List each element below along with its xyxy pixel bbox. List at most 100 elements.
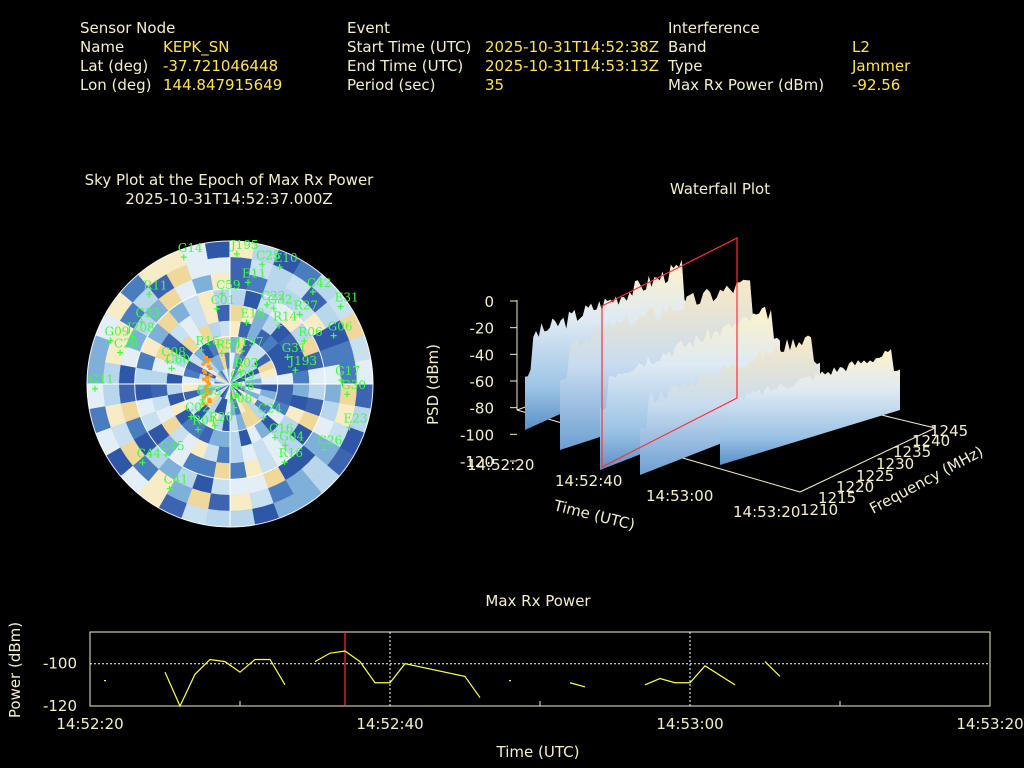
skyplot-cell [86, 383, 106, 410]
z-tick-label: 0 [484, 293, 494, 311]
jammer-point [204, 393, 209, 397]
satellite-E11: E11 [242, 266, 266, 286]
satellite-marker [260, 414, 267, 421]
satellite-marker [233, 392, 240, 399]
satellite-label: R14 [273, 310, 298, 324]
satellite-marker [188, 413, 195, 420]
waterfall-zlabel: PSD (dBm) [424, 344, 442, 425]
satellite-C20: C20 [114, 336, 138, 356]
satellite-G06: G06 [328, 320, 353, 339]
sensor-lon-value: 144.847915649 [163, 76, 283, 94]
z-tick-label: -100 [460, 426, 494, 444]
satellite-R06: R06 [298, 325, 323, 345]
sensor-name-value: KEPK_SN [163, 38, 230, 56]
satellite-C60: C60 [166, 352, 190, 372]
satellite-marker [243, 319, 250, 326]
skyplot-heatmap [86, 240, 374, 528]
jammer-point [203, 371, 208, 375]
jammer-point [203, 386, 208, 390]
maxpower-grid [90, 632, 990, 706]
satellite-label: G11 [89, 373, 114, 387]
satellite-C33: C33 [135, 306, 160, 326]
skyplot-cell [207, 256, 231, 275]
satellite-label: R16 [195, 334, 219, 348]
satellite-label: G03 [196, 384, 221, 398]
waterfall-surface [525, 259, 900, 475]
satellite-R14: R14 [273, 310, 298, 329]
satellite-G32: G32 [268, 292, 293, 312]
skyplot-cell [229, 446, 245, 464]
satellite-label: R20 [209, 410, 233, 424]
satellite-label: R04 [192, 414, 217, 428]
event-end-label: End Time (UTC) [347, 57, 464, 75]
satellite-label: C22 [261, 289, 285, 303]
skyplot-cell [229, 508, 256, 528]
satellite-label: R08 [230, 379, 254, 393]
satellite-label: J195 [229, 238, 259, 252]
z-tick-label: -80 [470, 400, 495, 418]
z-tick-label: -60 [470, 373, 495, 391]
satellite-label: C08 [161, 345, 185, 359]
interference-power-label: Max Rx Power (dBm) [668, 76, 825, 94]
interference-band-value: L2 [852, 38, 870, 56]
skyplot-grid [86, 240, 374, 528]
maxpower-y-tick-label: -120 [43, 697, 77, 715]
satellite-label: J197 [234, 335, 264, 349]
satellite-C02: C02 [185, 401, 210, 420]
satellite-E23: E23 [343, 411, 367, 431]
freq-tick-label: 1225 [856, 467, 894, 485]
satellite-marker [231, 404, 238, 411]
jammer-point [201, 402, 206, 406]
jammer-point [207, 391, 212, 395]
satellite-marker [281, 459, 288, 466]
jammer-point [208, 367, 213, 370]
surface-band-5 [720, 349, 900, 465]
jammer-point [205, 389, 210, 392]
satellite-marker [138, 319, 145, 326]
satellite-label: J193 [287, 354, 317, 368]
satellite-E31: E31 [335, 291, 359, 310]
satellite-C09: C09 [230, 368, 255, 387]
satellite-label: E18 [240, 307, 264, 321]
skyplot-cell [323, 383, 342, 404]
satellite-marker [199, 396, 206, 403]
freq-tick-label: 1240 [912, 432, 950, 450]
maxpower-x-tick-label: 14:53:20 [956, 715, 1023, 733]
satellite-marker [163, 451, 170, 458]
satellite-label: G14 [178, 241, 203, 255]
satellite-G17: G17 [335, 364, 360, 384]
skyplot-jammer-track [201, 356, 213, 406]
satellite-C45: C45 [160, 439, 185, 458]
sensor-heading: Sensor Node [80, 19, 176, 37]
event-period-value: 35 [485, 76, 505, 94]
satellite-marker [263, 301, 270, 308]
satellite-marker [237, 368, 244, 375]
satellite-marker [164, 358, 171, 365]
maxpower-line-segment [569, 682, 586, 688]
satellite-marker [344, 391, 351, 398]
skyplot-cell [118, 383, 137, 404]
maxpower-series [104, 650, 781, 708]
satellite-marker [276, 263, 283, 270]
satellite-marker [218, 350, 225, 357]
satellite-marker [244, 279, 251, 286]
satellite-J208: J208 [125, 321, 155, 340]
satellite-label: C01 [211, 293, 235, 307]
maxpower-x-tick-label: 14:52:40 [356, 715, 423, 733]
skyplot-cell [118, 364, 137, 385]
jammer-point [207, 400, 212, 403]
satellite-R08: R08 [230, 379, 255, 399]
satellite-R50: R50 [216, 337, 240, 357]
satellite-label: R06 [298, 325, 322, 339]
jammer-point [207, 397, 212, 401]
satellite-C26: C26 [318, 434, 342, 453]
satellite-marker [233, 250, 240, 257]
satellite-label: G06 [328, 320, 353, 334]
satellite-label: E31 [335, 291, 359, 305]
satellite-C01: C01 [211, 293, 235, 312]
freq-tick-label: 1220 [836, 478, 874, 496]
skyplot-subtitle: 2025-10-31T14:52:37.000Z [125, 190, 333, 208]
satellite-R03: R03 [234, 356, 259, 375]
z-tick-label: -20 [470, 320, 495, 338]
